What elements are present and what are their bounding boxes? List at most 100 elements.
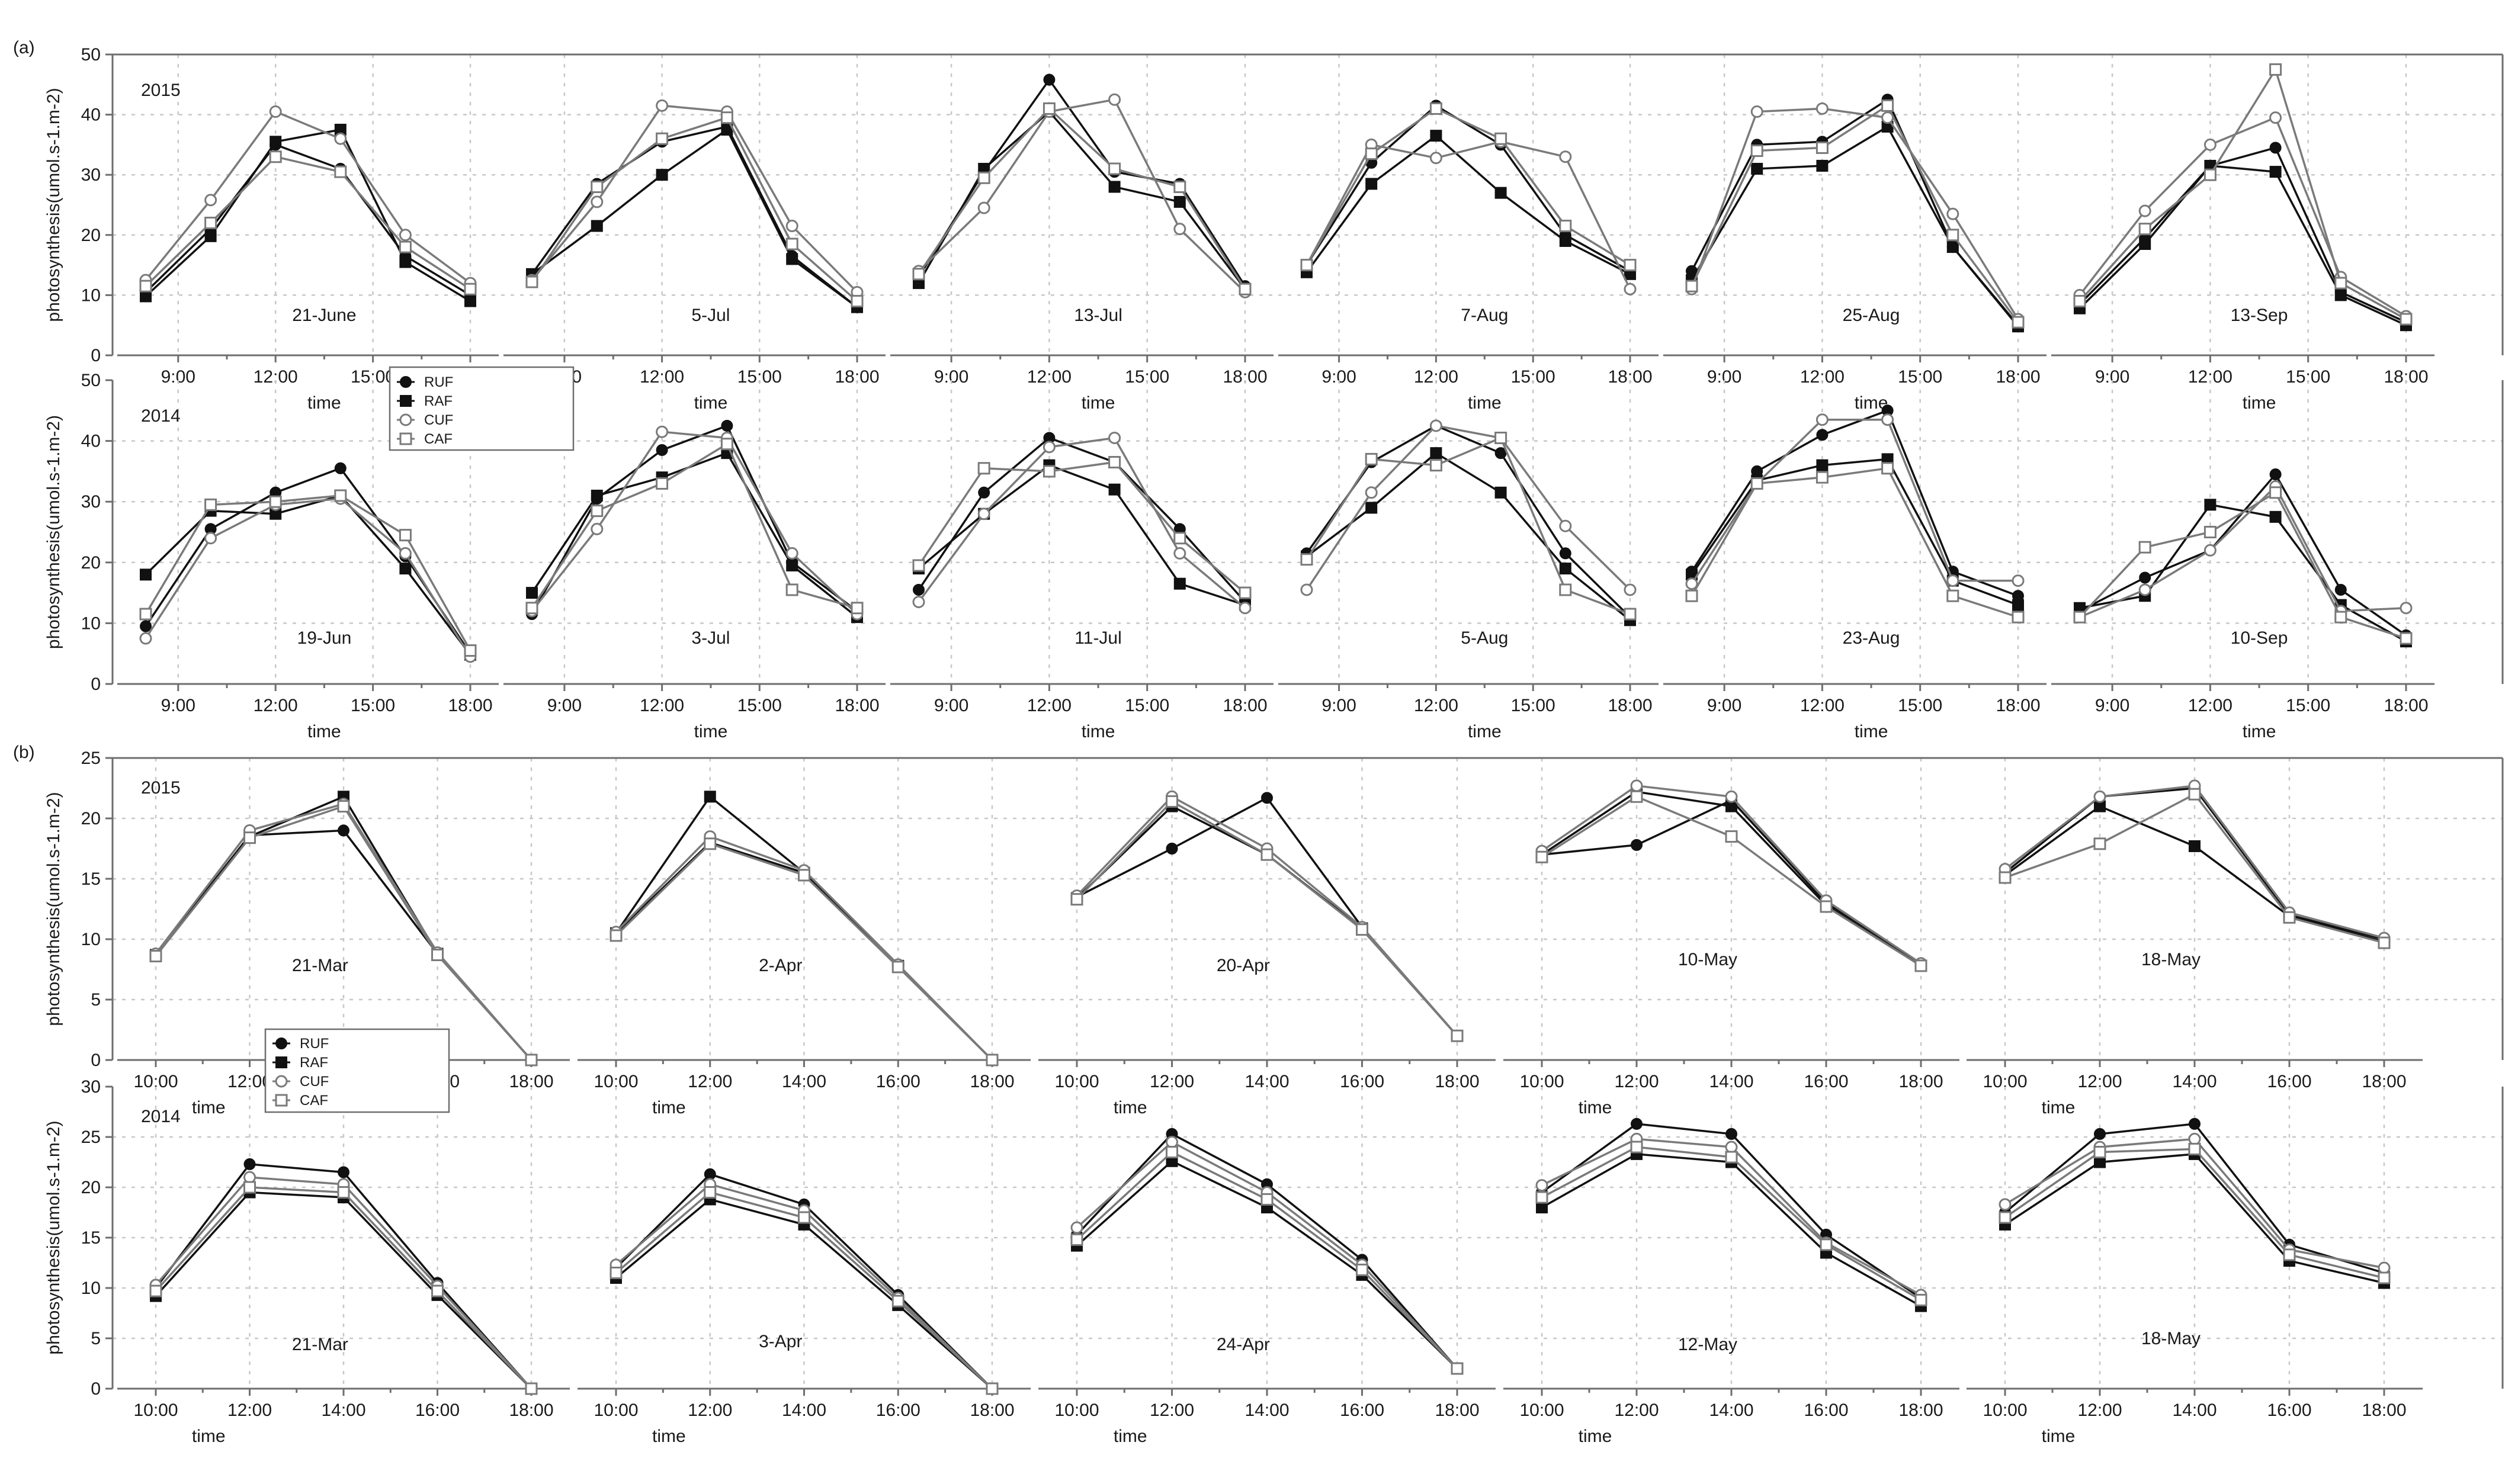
data-point-CAF: [1624, 608, 1637, 621]
data-point-CUF: [1166, 1136, 1178, 1148]
data-point-CUF: [1685, 577, 1698, 590]
series-line-RUF: [1691, 409, 2019, 597]
data-point-RAF: [464, 295, 476, 307]
y-tick-label: 10: [81, 613, 101, 633]
data-point-CAF: [704, 1186, 717, 1199]
data-point-RAF: [270, 136, 282, 148]
data-point-CAF: [851, 295, 864, 308]
data-point-RUF: [704, 1168, 716, 1180]
data-point-RAF: [399, 563, 412, 575]
subplot-24-Apr: 24-Apr: [1070, 1128, 1464, 1375]
x-tick-label: 9:00: [2095, 696, 2129, 715]
x-tick-label: 18:00: [509, 1401, 553, 1420]
data-point-RAF: [140, 290, 152, 303]
series-line-CAF: [145, 494, 471, 651]
data-point-CUF: [1559, 150, 1572, 163]
data-point-RAF: [2139, 238, 2151, 250]
x-tick-label: 12:00: [254, 367, 298, 387]
subplot-2-Apr: 2-Apr: [610, 791, 999, 1067]
x-tick-label: 9:00: [1321, 367, 1356, 387]
data-point-RAF: [1816, 459, 1829, 471]
series-line-RUF: [918, 436, 1246, 603]
data-point-CAF: [1630, 1141, 1643, 1154]
y-tick-label: 20: [81, 553, 101, 573]
data-point-RUF: [1631, 1117, 1643, 1130]
data-point-CUF: [2093, 790, 2106, 803]
data-point-CAF: [1365, 452, 1378, 465]
data-point-RUF: [2139, 571, 2151, 584]
y-tick-label: 0: [91, 346, 101, 365]
data-point-CAF: [1300, 259, 1313, 272]
series-line-CUF: [2078, 116, 2407, 317]
panel-a-row-2014: 0 10 20 30 40 50 photosynthesis(umol.s-1.m-2) 2…: [44, 371, 2504, 741]
date-label: 18-May: [2141, 1329, 2201, 1348]
x-tick-label: 18:00: [2384, 696, 2428, 715]
series-line-RUF: [1691, 98, 2019, 326]
x-tick-label: 10:00: [1983, 1401, 2027, 1420]
data-point-CAF: [1365, 147, 1378, 160]
data-point-RAF: [1173, 195, 1186, 208]
data-point-CUF: [1946, 574, 1959, 587]
x-tick-label: 18:00: [970, 1401, 1014, 1420]
data-point-CAF: [1260, 848, 1274, 861]
data-point-CUF: [912, 595, 925, 608]
x-tick-label: 9:00: [161, 367, 195, 387]
data-point-CAF: [1173, 532, 1186, 545]
data-point-CAF: [1356, 923, 1368, 936]
data-point-RAF: [1559, 563, 1571, 575]
data-point-CAF: [1260, 1193, 1274, 1206]
data-point-CAF: [2203, 168, 2217, 181]
series-line-RUF: [1305, 104, 1631, 272]
series-line-CAF: [2078, 491, 2407, 640]
date-label: 21-Mar: [292, 956, 348, 975]
x-axis-title: time: [2042, 1427, 2076, 1446]
data-point-RUF: [338, 1166, 349, 1178]
series-line-RAF: [1691, 125, 2019, 327]
series-line-RUF: [531, 424, 858, 615]
series-line-RAF: [918, 464, 1246, 606]
data-point-RUF: [1494, 447, 1507, 460]
series-line-CAF: [145, 155, 471, 290]
series-line-CAF: [1691, 104, 2019, 323]
y-tick-label: 5: [91, 990, 101, 1010]
data-point-CAF: [891, 1295, 904, 1308]
y-tick-label: 0: [91, 674, 101, 694]
series-line-RUF: [531, 125, 858, 309]
data-point-CUF: [334, 132, 347, 145]
data-point-CAF: [1815, 141, 1829, 154]
y-tick-label: 30: [81, 492, 101, 512]
data-point-CAF: [1239, 282, 1252, 295]
legend-label: CUF: [300, 1074, 329, 1090]
x-tick-label: 16:00: [2267, 1401, 2311, 1420]
data-point-CAF: [610, 929, 623, 942]
data-point-RUF: [1043, 73, 1056, 86]
y-tick-label: 40: [81, 432, 101, 451]
x-axis-title: time: [1579, 1427, 1612, 1446]
legend-label: CUF: [424, 412, 453, 428]
x-tick-label: 18:00: [2384, 367, 2428, 387]
series-line-RUF: [1076, 796, 1458, 1037]
series-line-RUF: [1305, 425, 1631, 618]
data-point-CAF: [2269, 63, 2282, 76]
data-point-CAF: [2073, 295, 2086, 308]
data-point-CUF: [656, 99, 669, 112]
series-line-RAF: [918, 110, 1246, 290]
data-point-RUF: [656, 444, 668, 456]
date-label: 13-Jul: [1074, 306, 1122, 325]
data-point-CUF: [2138, 204, 2151, 217]
x-tick-label: 9:00: [1321, 696, 1356, 715]
data-point-CAF: [1451, 1029, 1464, 1042]
x-axis-title: time: [1082, 722, 1115, 741]
subplot-10-Sep: 10-Sep: [2073, 468, 2413, 648]
data-point-RUF: [721, 419, 733, 432]
x-axis-title: time: [1579, 1098, 1612, 1117]
y-tick-label: 50: [81, 371, 101, 390]
year-label: 2014: [141, 406, 181, 426]
x-tick-label: 12:00: [640, 696, 684, 715]
data-point-RUF: [338, 824, 349, 837]
data-point-CUF: [1108, 431, 1121, 444]
data-point-RAF: [140, 568, 152, 581]
subplot-12-May: 12-May: [1535, 1117, 1927, 1354]
legend-label: RUF: [300, 1036, 329, 1052]
data-point-CAF: [1881, 462, 1894, 475]
